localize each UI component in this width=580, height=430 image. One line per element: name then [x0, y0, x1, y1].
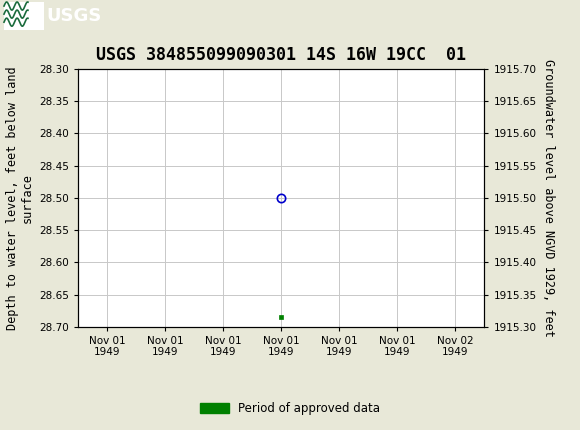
Text: USGS: USGS: [46, 7, 102, 25]
Legend: Period of approved data: Period of approved data: [195, 397, 385, 420]
Y-axis label: Depth to water level, feet below land
surface: Depth to water level, feet below land su…: [6, 66, 34, 330]
Y-axis label: Groundwater level above NGVD 1929, feet: Groundwater level above NGVD 1929, feet: [542, 59, 555, 337]
Bar: [4, 2, 44, 30]
Title: USGS 384855099090301 14S 16W 19CC  01: USGS 384855099090301 14S 16W 19CC 01: [96, 46, 466, 64]
